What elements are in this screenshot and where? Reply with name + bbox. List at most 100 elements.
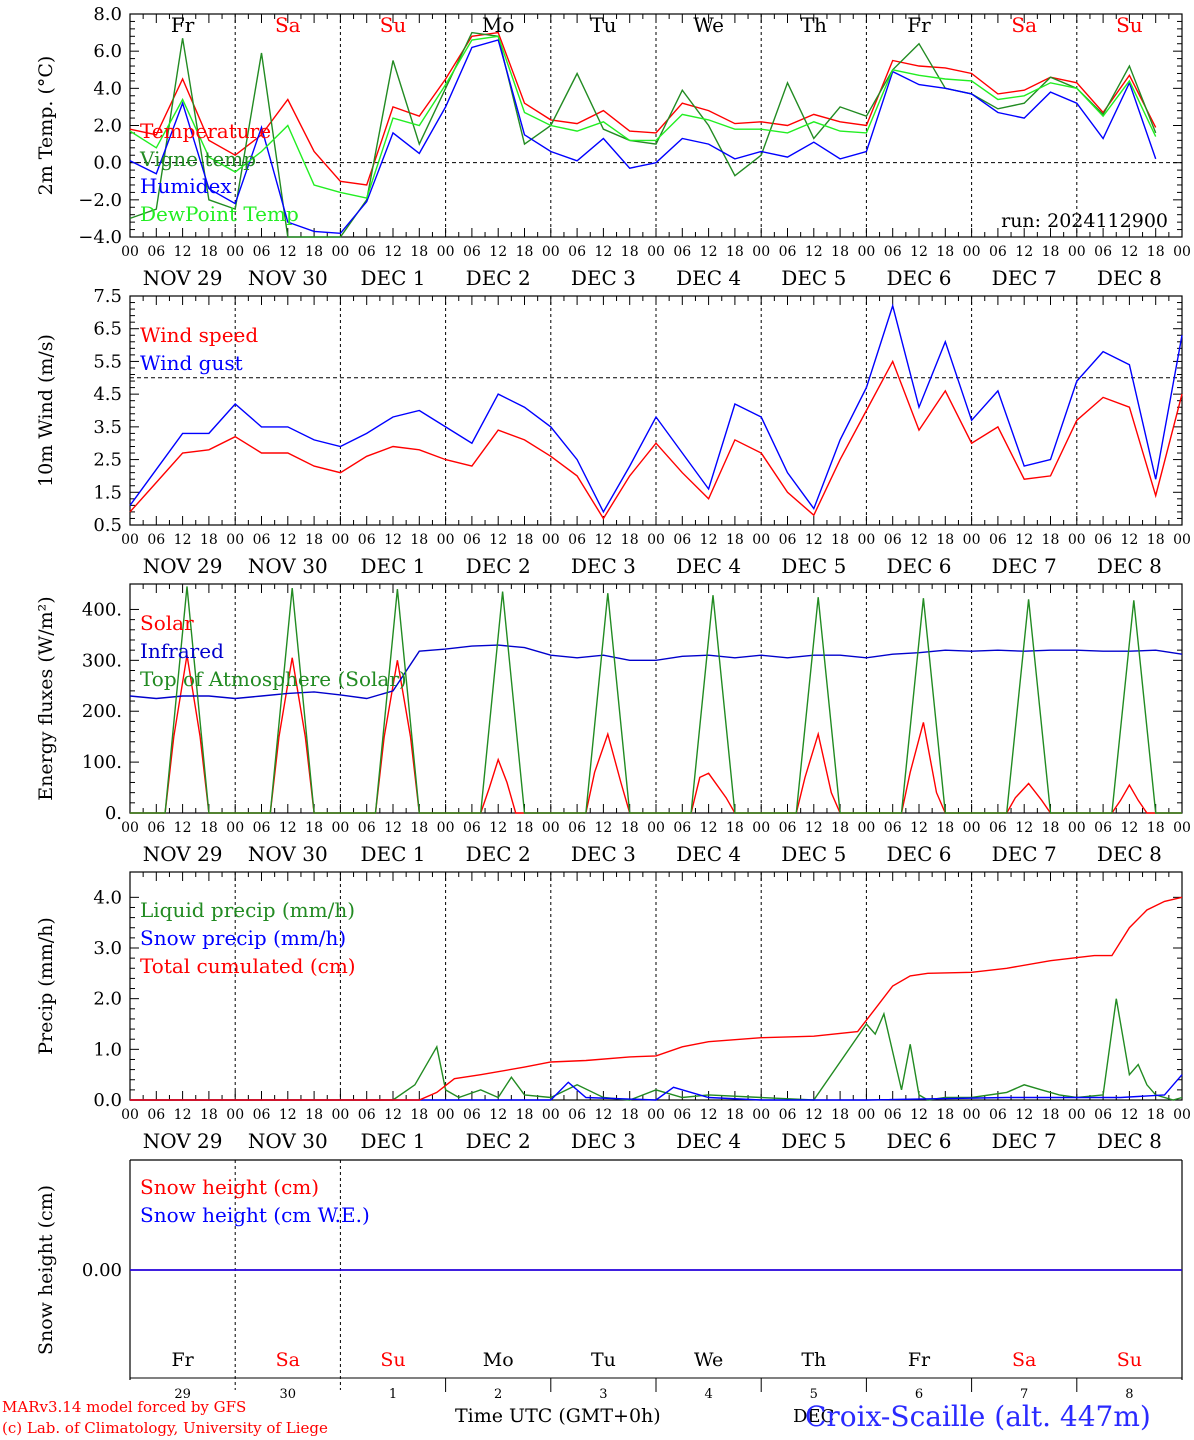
weekday-label: Sa bbox=[275, 13, 301, 37]
weekday-label: Fr bbox=[171, 1349, 194, 1371]
date-label: DEC 8 bbox=[1097, 842, 1162, 866]
hour-label: 12 bbox=[489, 244, 507, 260]
hour-label: 00 bbox=[752, 1107, 770, 1123]
weekday-label: Sa bbox=[276, 1349, 300, 1371]
hour-label: 06 bbox=[253, 820, 271, 836]
hour-label: 12 bbox=[384, 532, 402, 548]
hour-label: 00 bbox=[226, 532, 244, 548]
date-label: NOV 29 bbox=[143, 266, 223, 290]
hour-label: 18 bbox=[200, 1107, 218, 1123]
credit-line-1: MARv3.14 model forced by GFS bbox=[2, 1398, 247, 1416]
date-label: NOV 30 bbox=[248, 842, 328, 866]
hour-label: 00 bbox=[226, 1107, 244, 1123]
hour-label: 12 bbox=[489, 532, 507, 548]
day-number: 4 bbox=[704, 1387, 712, 1402]
hour-label: 06 bbox=[358, 244, 376, 260]
hour-label: 06 bbox=[673, 1107, 691, 1123]
hour-label: 12 bbox=[279, 820, 297, 836]
weekday-label: Su bbox=[1117, 1349, 1142, 1371]
date-label: DEC 6 bbox=[886, 842, 951, 866]
hour-label: 06 bbox=[1094, 244, 1112, 260]
hour-label: 12 bbox=[594, 244, 612, 260]
hour-label: 00 bbox=[857, 244, 875, 260]
day-number: 6 bbox=[915, 1387, 923, 1402]
hour-label: 00 bbox=[1173, 1107, 1191, 1123]
hour-label: 06 bbox=[147, 532, 165, 548]
date-label: DEC 2 bbox=[466, 1129, 531, 1153]
date-label: DEC 7 bbox=[992, 266, 1057, 290]
y-tick-label: 100. bbox=[82, 752, 122, 773]
day-number: 5 bbox=[810, 1387, 818, 1402]
hour-label: 00 bbox=[437, 820, 455, 836]
date-label: DEC 4 bbox=[676, 1129, 741, 1153]
hour-label: 00 bbox=[121, 532, 139, 548]
hour-label: 12 bbox=[384, 1107, 402, 1123]
hour-label: 12 bbox=[384, 244, 402, 260]
date-label: NOV 29 bbox=[143, 1129, 223, 1153]
hour-label: 06 bbox=[147, 820, 165, 836]
hour-label: 18 bbox=[516, 244, 534, 260]
date-label: DEC 8 bbox=[1097, 1129, 1162, 1153]
y-tick-label: 0.0 bbox=[93, 153, 122, 174]
date-label: DEC 1 bbox=[360, 554, 425, 578]
y-tick-label: 0.00 bbox=[82, 1260, 122, 1281]
hour-label: 18 bbox=[1147, 532, 1165, 548]
hour-label: 06 bbox=[568, 820, 586, 836]
hour-label: 06 bbox=[568, 244, 586, 260]
hour-label: 06 bbox=[989, 820, 1007, 836]
date-label: DEC 5 bbox=[781, 842, 846, 866]
hour-label: 00 bbox=[752, 820, 770, 836]
weekday-label: Th bbox=[801, 1349, 826, 1371]
series-line-top-of-atmosphere-solar- bbox=[130, 586, 1182, 814]
hour-label: 00 bbox=[542, 1107, 560, 1123]
day-number: 1 bbox=[389, 1387, 397, 1402]
date-label: DEC 2 bbox=[466, 842, 531, 866]
hour-label: 18 bbox=[726, 532, 744, 548]
hour-label: 00 bbox=[121, 820, 139, 836]
series-line-dewpoint-temp bbox=[129, 35, 1157, 199]
hour-label: 18 bbox=[936, 820, 954, 836]
hour-label: 00 bbox=[857, 820, 875, 836]
hour-label: 00 bbox=[647, 532, 665, 548]
series-line-snow-precip-mm-h- bbox=[130, 1074, 1183, 1101]
date-label: DEC 1 bbox=[360, 266, 425, 290]
hour-label: 12 bbox=[1015, 532, 1033, 548]
hour-label: 00 bbox=[226, 820, 244, 836]
date-label: DEC 3 bbox=[571, 554, 636, 578]
legend-entry: Infrared bbox=[140, 639, 224, 663]
hour-label: 06 bbox=[147, 1107, 165, 1123]
date-label: NOV 30 bbox=[248, 554, 328, 578]
series-line-total-cumulated-cm- bbox=[130, 896, 1183, 1101]
y-tick-label: 300. bbox=[82, 650, 122, 671]
hour-label: 18 bbox=[831, 244, 849, 260]
y-tick-label: 0.0 bbox=[93, 1090, 122, 1111]
hour-label: 00 bbox=[121, 1107, 139, 1123]
hour-label: 06 bbox=[358, 532, 376, 548]
hour-label: 06 bbox=[147, 244, 165, 260]
y-tick-label: 6.0 bbox=[93, 41, 122, 62]
weekday-label: Tu bbox=[591, 1349, 616, 1371]
y-tick-label: 3.0 bbox=[93, 938, 122, 959]
weekday-label: We bbox=[693, 13, 724, 37]
hour-label: 00 bbox=[1068, 244, 1086, 260]
y-tick-label: 4.0 bbox=[93, 887, 122, 908]
y-tick-label: 5.5 bbox=[93, 351, 122, 372]
hour-label: 12 bbox=[594, 532, 612, 548]
hour-label: 18 bbox=[726, 1107, 744, 1123]
y-tick-label: 6.5 bbox=[93, 319, 122, 340]
hour-label: 00 bbox=[1068, 820, 1086, 836]
hour-label: 06 bbox=[253, 532, 271, 548]
panel-5: 0.00 Snow height (cm) Snow height (cm) Snow… bbox=[35, 1159, 1183, 1402]
hour-label: 06 bbox=[568, 1107, 586, 1123]
hour-label: 18 bbox=[1042, 820, 1060, 836]
y-tick-label: 7.5 bbox=[93, 286, 122, 307]
y-tick-label: 400. bbox=[82, 599, 122, 620]
month-label: DEC bbox=[793, 1406, 835, 1427]
y-tick-label: 1.5 bbox=[93, 482, 122, 503]
hour-label: 00 bbox=[437, 1107, 455, 1123]
weekday-label: Mo bbox=[483, 1349, 514, 1371]
hour-label: 12 bbox=[910, 244, 928, 260]
hour-label: 00 bbox=[542, 820, 560, 836]
hour-label: 06 bbox=[673, 244, 691, 260]
date-label: DEC 7 bbox=[992, 842, 1057, 866]
